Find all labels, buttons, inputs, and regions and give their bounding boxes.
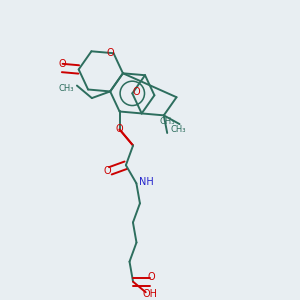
Text: O: O [147,272,155,282]
Text: OH: OH [143,289,158,299]
Text: CH₃: CH₃ [170,125,186,134]
Text: CH₃: CH₃ [160,117,175,126]
Text: O: O [107,48,114,58]
Text: O: O [116,124,123,134]
Text: O: O [58,58,66,68]
Text: O: O [103,166,111,176]
Text: O: O [133,87,141,97]
Text: NH: NH [140,177,154,187]
Text: CH₃: CH₃ [58,84,74,93]
